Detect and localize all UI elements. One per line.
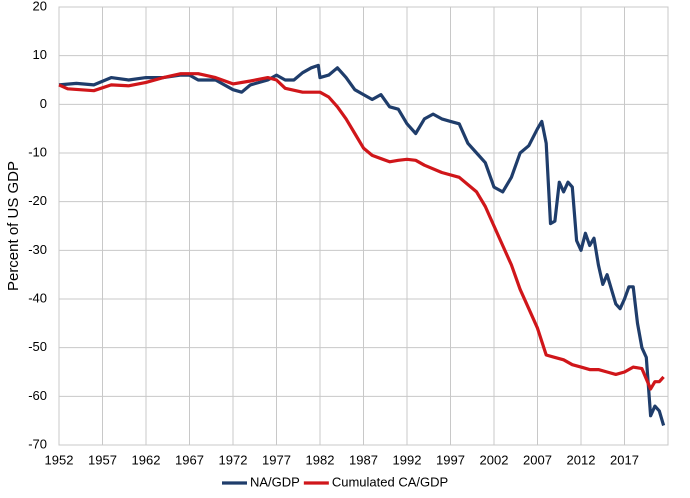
series-line <box>58 72 665 391</box>
x-tick-label: 1962 <box>132 452 161 467</box>
y-tick-label: -10 <box>28 144 47 159</box>
x-tick-label: 1982 <box>306 452 335 467</box>
y-tick-label: -70 <box>28 436 47 451</box>
x-tick-label: 2017 <box>610 452 639 467</box>
legend-label: Cumulated CA/GDP <box>332 474 448 489</box>
plot-frame <box>58 6 669 446</box>
x-tick-label: 1967 <box>175 452 204 467</box>
y-tick-label: -50 <box>28 339 47 354</box>
x-tick-label: 1972 <box>219 452 248 467</box>
x-tick-label: 1977 <box>262 452 291 467</box>
x-tick-label: 1992 <box>393 452 422 467</box>
x-tick-label: 1952 <box>45 452 74 467</box>
x-tick-label: 1997 <box>436 452 465 467</box>
series-line <box>58 63 666 426</box>
y-tick-label: -30 <box>28 242 47 257</box>
x-tick-label: 2012 <box>567 452 596 467</box>
x-tick-label: 1957 <box>88 452 117 467</box>
y-tick-label: 20 <box>33 0 47 13</box>
y-axis-label: Percent of US GDP <box>5 161 22 291</box>
legend-label: NA/GDP <box>250 474 300 489</box>
y-tick-label: 10 <box>33 47 47 62</box>
y-tick-label: -20 <box>28 193 47 208</box>
y-tick-label: 0 <box>40 96 47 111</box>
x-tick-label: 1987 <box>349 452 378 467</box>
x-tick-label: 2007 <box>523 452 552 467</box>
y-tick-label: -60 <box>28 388 47 403</box>
y-tick-label: -40 <box>28 290 47 305</box>
x-tick-label: 2002 <box>480 452 509 467</box>
